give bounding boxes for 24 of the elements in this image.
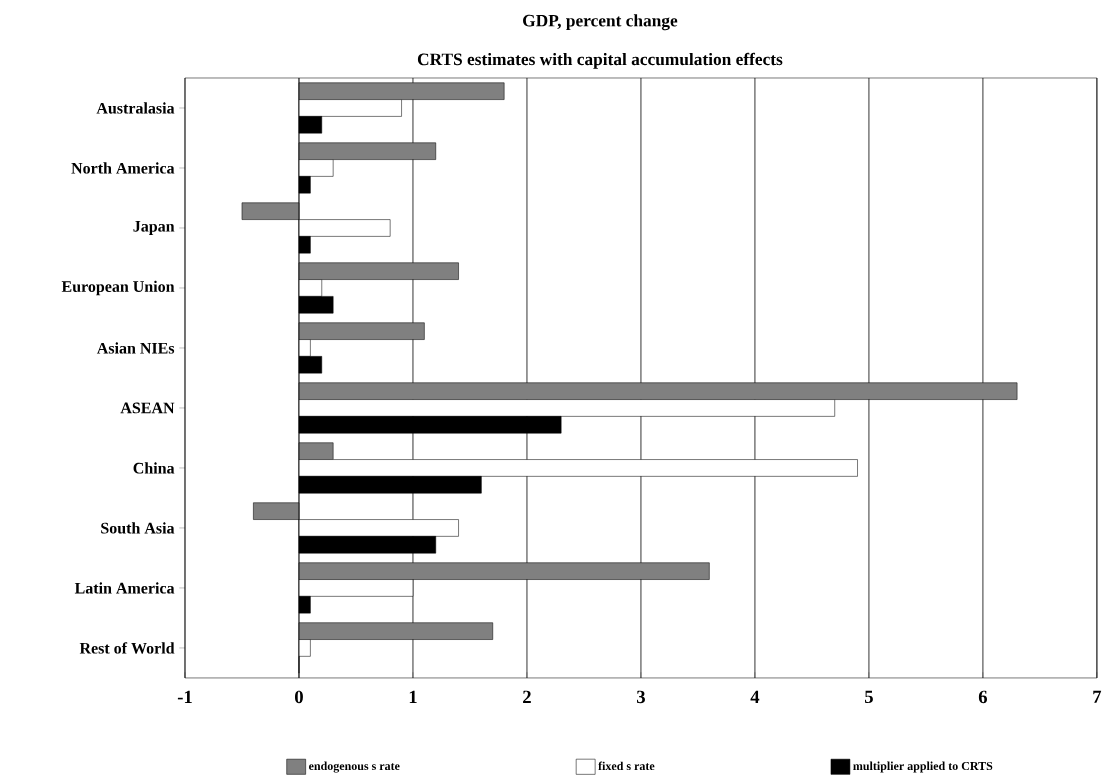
y-tick-label: Australasia [96,102,175,114]
x-tick-label: 7 [1093,690,1102,703]
y-tick-label: South Asia [101,522,175,534]
x-tick-label: 6 [978,690,988,704]
x-tick-label: 1 [409,690,417,703]
x-tick-label: 0 [295,690,303,704]
chart-subtitle: CRTS estimates with capital accumulation effects [417,52,783,69]
y-tick-label: Asian NIEs [96,342,175,354]
y-tick-label: North America [71,162,175,174]
y-tick-label: China [133,462,175,474]
x-tick-label: 2 [523,690,531,704]
x-tick-label: 3 [636,690,645,704]
x-tick-label: -1 [177,690,192,703]
y-tick-label: Rest of World [79,642,175,654]
y-tick-label: Latin America [74,582,175,594]
y-tick-label: European Union [61,280,175,296]
legend-label: fixed s rate [598,761,655,771]
y-tick-label: Japan [133,221,175,235]
x-tick-label: 4 [750,690,760,703]
legend-label: multiplier applied to CRTS [853,761,993,773]
legend-label: endogenous s rate [309,761,400,773]
x-tick-label: 5 [865,690,873,704]
chart-title: GDP, percent change [523,14,678,31]
y-tick-label: ASEAN [120,402,175,414]
